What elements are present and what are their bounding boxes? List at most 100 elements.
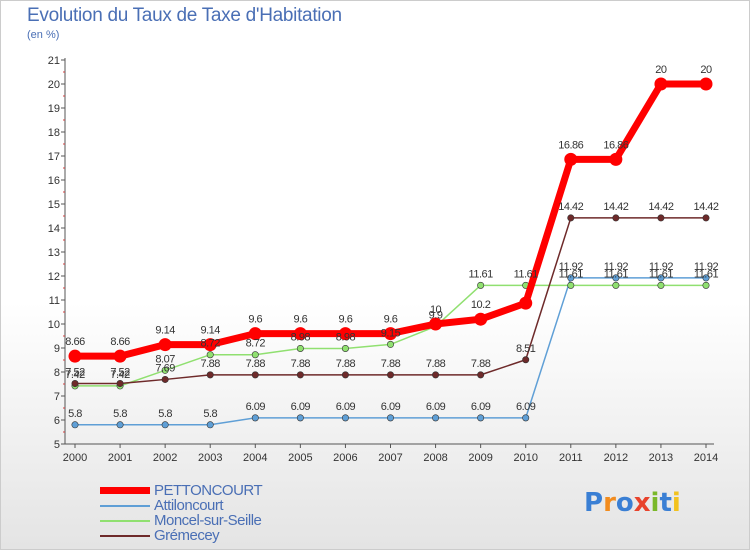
data-point: [477, 281, 485, 289]
data-point: [386, 414, 394, 422]
logo-letter: i: [671, 488, 681, 518]
data-labels-gr-mecey: 7.52 7.52 7.69 7.88 7.88 7.88 7.88 7.88 7.88 7.88…: [65, 201, 719, 379]
data-point: [206, 371, 214, 379]
logo-letter: i: [650, 488, 660, 518]
x-tick-label: 2014: [694, 452, 718, 464]
series-attiloncourt: [71, 274, 710, 429]
data-label: 6.09: [291, 401, 311, 413]
data-label: 11.61: [559, 268, 584, 280]
data-point: [293, 327, 307, 341]
data-point: [296, 344, 304, 352]
y-tick-label: 9: [54, 343, 60, 355]
data-point: [657, 214, 665, 222]
legend-swatch: [100, 487, 150, 494]
data-label: 8.51: [516, 343, 536, 355]
y-tick-label: 19: [48, 103, 60, 115]
data-label: 11.92: [649, 261, 674, 273]
data-label: 11.61: [604, 268, 629, 280]
data-label: 6.09: [381, 401, 401, 413]
y-tick-label: 12: [48, 271, 60, 283]
data-point: [609, 152, 623, 166]
data-point: [519, 296, 533, 310]
data-point: [296, 371, 304, 379]
x-tick-label: 2008: [423, 452, 447, 464]
data-label: 5.8: [68, 408, 82, 420]
x-tick-label: 2002: [153, 452, 177, 464]
data-label: 7.42: [110, 369, 130, 381]
series-moncel-sur-seille: [71, 281, 710, 390]
x-tick-label: 2010: [513, 452, 537, 464]
data-label: 9.9: [429, 309, 443, 321]
y-tick-label: 14: [48, 223, 60, 235]
data-point: [251, 414, 259, 422]
legend-label: PETTONCOURT: [154, 482, 263, 499]
x-tick-label: 2005: [288, 452, 312, 464]
data-point: [338, 327, 352, 341]
data-label: 14.42: [693, 201, 718, 213]
data-label: 6.09: [246, 401, 266, 413]
data-point: [429, 317, 443, 331]
legend-swatch: [100, 505, 150, 507]
legend-label: Moncel-sur-Seille: [154, 512, 262, 529]
data-point: [161, 375, 169, 383]
data-point: [71, 421, 79, 429]
data-label: 7.88: [471, 358, 491, 370]
data-label: 8.98: [291, 331, 311, 343]
x-tick-label: 2001: [108, 452, 132, 464]
legend-label: Grémecey: [154, 527, 220, 544]
data-point: [251, 351, 259, 359]
y-tick-label: 8: [54, 367, 60, 379]
data-point: [522, 414, 530, 422]
data-point: [702, 214, 710, 222]
data-labels-attiloncourt: 5.8 5.8 5.8 5.8 6.09 6.09 6.09 6.09 6.09 6.09 6.09…: [68, 261, 719, 420]
data-point: [432, 371, 440, 379]
y-tick-label: 11: [49, 295, 60, 307]
data-label: 9.15: [381, 327, 401, 339]
proxiti-logo[interactable]: Proxiti: [584, 488, 681, 518]
data-label: 7.88: [426, 358, 446, 370]
data-label: 9.14: [155, 325, 175, 337]
series-gr-mecey: [71, 214, 710, 388]
data-label: 16.86: [603, 139, 628, 151]
data-point: [699, 77, 713, 91]
data-label: 8.07: [155, 353, 175, 365]
legend-swatch: [100, 535, 150, 537]
logo-letter: o: [615, 488, 634, 518]
data-point: [296, 414, 304, 422]
y-tick-label: 7: [54, 391, 60, 403]
data-label: 5.8: [203, 408, 217, 420]
data-point: [71, 380, 79, 388]
chart-title: Evolution du Taux de Taxe d'Habitation: [27, 5, 342, 26]
data-label: 8.72: [246, 338, 266, 350]
data-labels-pettoncourt: 8.66 8.66 9.14 9.14 9.6 9.6 9.6 9.6 10 10.2 16.86 1…: [65, 64, 712, 348]
x-tick-label: 2013: [649, 452, 673, 464]
x-tick-label: 2000: [63, 452, 87, 464]
x-tick-label: 2004: [243, 452, 267, 464]
data-label: 6.09: [336, 401, 356, 413]
data-point: [251, 371, 259, 379]
data-point: [522, 356, 530, 364]
data-point: [203, 338, 217, 352]
logo-letter: t: [659, 488, 672, 518]
data-label: 11.61: [514, 268, 539, 280]
data-label: 6.09: [426, 401, 446, 413]
data-point: [206, 351, 214, 359]
data-label: 7.88: [246, 358, 266, 370]
data-point: [654, 77, 668, 91]
data-label: 11.92: [694, 261, 719, 273]
data-label: 7.52: [65, 367, 85, 379]
data-point: [206, 421, 214, 429]
data-point: [477, 371, 485, 379]
data-label: 7.88: [291, 358, 311, 370]
data-point: [612, 214, 620, 222]
data-point: [474, 312, 488, 326]
data-label: 14.42: [603, 201, 628, 213]
data-label: 8.72: [201, 338, 221, 350]
data-point: [384, 327, 397, 341]
y-tick-label: 10: [48, 319, 60, 331]
data-label: 9.6: [339, 314, 353, 326]
data-point: [612, 281, 620, 289]
data-label: 7.52: [110, 367, 130, 379]
